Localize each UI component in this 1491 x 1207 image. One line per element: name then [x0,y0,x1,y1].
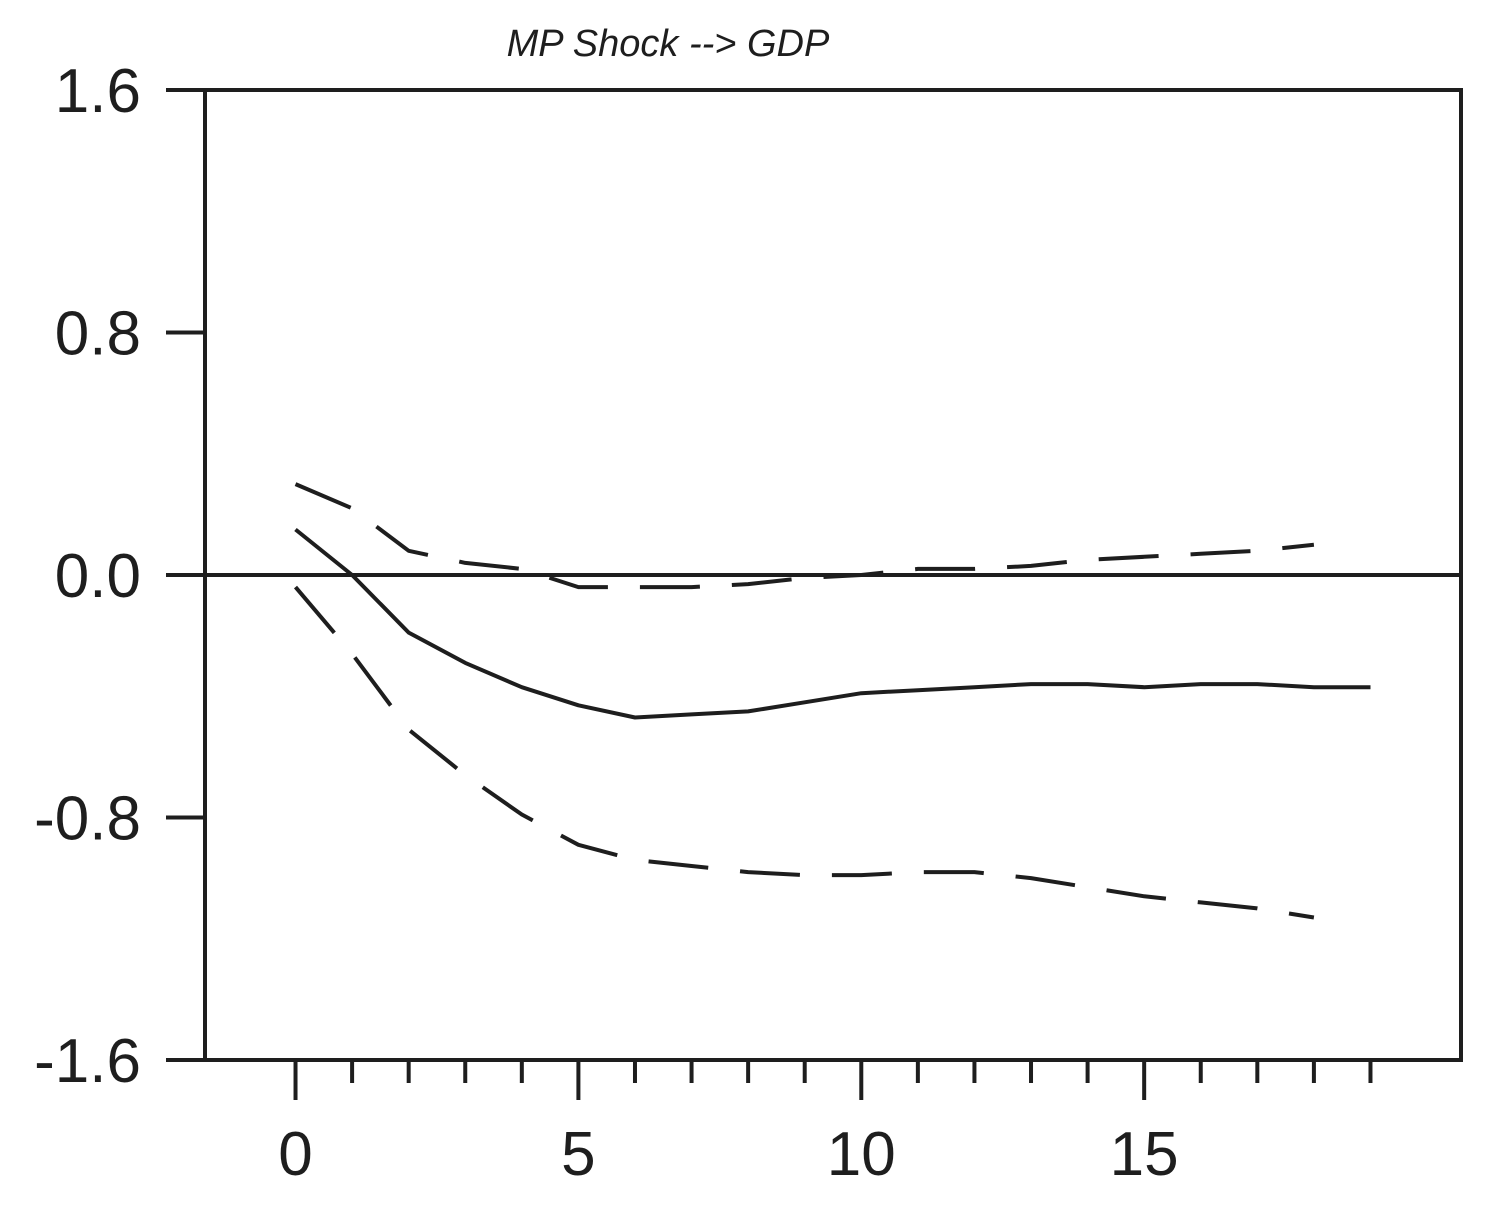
y-tick-label: -0.8 [34,785,141,854]
y-tick-label: 0.8 [55,300,141,369]
x-tick-label: 0 [278,1120,312,1189]
y-tick-label: 1.6 [55,57,141,126]
plot-area [205,482,1461,920]
x-tick-label: 15 [1110,1120,1179,1189]
y-tick-label: -1.6 [34,1027,141,1096]
y-tick-label: 0.0 [55,542,141,611]
confidence-band-line [294,482,1315,590]
chart-title: MP Shock --> GDP [507,23,830,65]
x-tick-label: 10 [827,1120,896,1189]
x-tick-label: 5 [561,1120,595,1189]
impulse-response-line [294,527,1371,720]
x-axis: 0 5 10 15 [166,1058,1461,1189]
confidence-band-line [293,585,1315,920]
y-axis: 1.6 0.8 0.0 -0.8 -1.6 [34,57,205,1096]
